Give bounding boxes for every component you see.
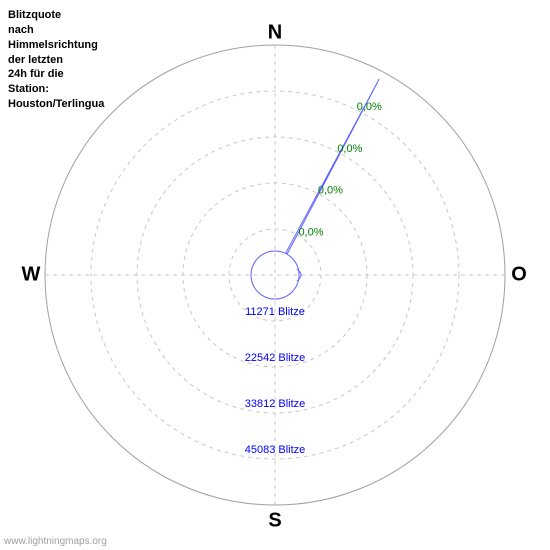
blitze-label: 45083 Blitze: [245, 444, 306, 456]
blitze-label: 22542 Blitze: [245, 352, 306, 364]
blitze-label: 33812 Blitze: [245, 398, 306, 410]
percent-label: 0,0%: [357, 101, 382, 113]
compass-N: N: [268, 21, 282, 43]
blitze-label: 11271 Blitze: [245, 306, 305, 318]
grid-ring: [183, 183, 367, 367]
percent-label: 0,0%: [298, 226, 323, 238]
inner-circle: [251, 251, 299, 299]
compass-E: O: [511, 263, 527, 285]
percent-label: 0,0%: [318, 185, 343, 197]
compass-W: W: [22, 263, 41, 285]
grid-ring: [45, 45, 505, 505]
polar-chart: 0,0% 0,0% 0,0% 0,0% 11271 Blitze 22542 Blitz…: [0, 0, 550, 550]
grid-ring: [137, 137, 413, 413]
percent-label: 0,0%: [337, 143, 362, 155]
compass-S: S: [268, 509, 281, 531]
